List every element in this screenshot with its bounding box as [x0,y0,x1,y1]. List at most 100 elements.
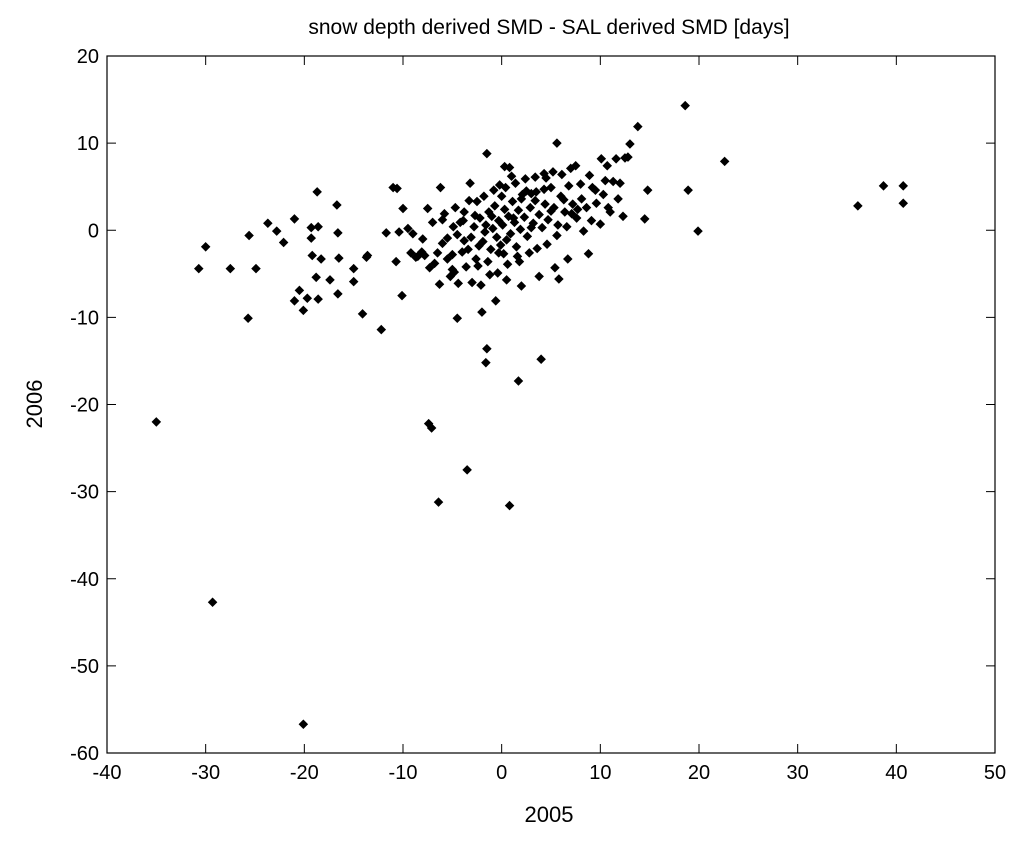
y-tick-label: -40 [70,569,99,591]
data-point [397,290,407,301]
data-point [488,223,498,234]
y-tick-label: -20 [70,395,99,417]
data-point [432,248,443,258]
data-point [600,175,611,186]
data-point [572,204,583,215]
data-point [452,313,463,324]
y-tick-label: -10 [70,307,99,329]
data-point [519,212,530,222]
data-point [581,202,592,213]
data-point [307,250,317,261]
data-point [633,121,643,132]
data-point [473,261,483,271]
data-point [540,199,550,209]
data-point [294,285,305,296]
data-point [459,207,469,217]
data-point [244,230,254,241]
data-point [489,185,499,195]
data-point [680,100,690,111]
data-point [450,202,461,213]
data-point [504,500,515,511]
data-point [611,154,621,164]
data-point [501,235,512,245]
data-point [437,215,448,225]
data-point [424,262,435,273]
data-point [878,181,889,191]
data-point [524,248,535,258]
data-point [442,233,453,243]
data-point [357,309,368,319]
data-point [536,354,546,364]
data-point [306,233,317,243]
data-point [467,277,477,288]
data-point [501,275,512,285]
data-point [520,174,531,184]
data-point [530,172,540,182]
data-point [251,263,261,274]
data-point [151,417,162,427]
data-point [325,275,335,285]
data-point [683,185,693,195]
data-point [419,250,430,261]
data-point [391,256,401,267]
data-point [578,226,589,236]
data-point [534,271,544,282]
data-point [557,169,567,180]
data-point [459,235,469,246]
data-point [639,214,650,224]
data-point [480,227,490,237]
data-point [490,296,501,306]
x-axis-label: 2005 [525,802,574,827]
data-point [563,181,574,191]
data-point [525,202,536,213]
plot-area [106,55,996,754]
data-point [853,201,863,211]
data-point [528,218,539,229]
data-point [478,236,488,247]
data-point [417,234,428,244]
data-point [452,229,463,240]
data-point [553,220,563,230]
data-point [263,218,273,229]
data-point [429,258,440,269]
data-point [311,272,321,283]
data-point [298,305,309,316]
data-point [469,221,479,232]
data-point [411,252,421,263]
data-point [482,343,492,354]
data-point [504,162,515,173]
data-point [515,224,526,235]
data-point [531,187,541,197]
data-point [464,195,474,206]
data-point [693,226,703,236]
data-point [470,210,480,221]
data-point [513,376,524,386]
data-point [576,194,587,204]
data-point [625,139,635,149]
data-point [433,497,444,507]
data-point [575,179,586,189]
data-point [530,195,540,206]
y-tick-label: 0 [88,220,99,242]
data-point [485,269,495,280]
data-point [494,180,505,190]
chart-title: snow depth derived SMD - SAL derived SMD… [308,16,789,39]
data-point [534,209,544,220]
data-point [511,242,522,252]
data-point [348,276,359,287]
data-point [586,215,597,226]
x-tick-label: 40 [885,762,907,784]
x-tick-label: -40 [93,762,122,784]
data-point [463,244,473,255]
y-axis-label: 2006 [22,380,47,429]
data-point [507,196,518,207]
data-point [466,232,476,242]
data-point [522,231,533,242]
data-point [313,221,323,232]
data-point [313,294,323,304]
data-point [312,187,322,197]
data-point [498,249,509,259]
data-point [434,279,445,290]
data-point [565,163,576,174]
data-point [447,249,458,260]
